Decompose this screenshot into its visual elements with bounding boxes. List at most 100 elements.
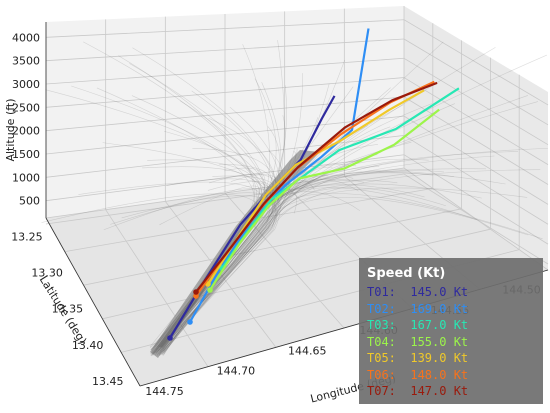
background-track [159,78,277,348]
trajectory-start-marker [187,319,193,325]
trajectory-start-marker [193,289,199,295]
right-wall-pane [404,6,548,270]
background-track [153,179,398,354]
y-tick-label: 13.40 [72,339,104,352]
y-tick-labels: 13.25 13.30 13.35 13.40 13.45 [11,230,123,387]
legend-entry-value: 167.0 Kt [410,318,469,332]
z-tick-label: 2500 [12,101,40,114]
legend-entry-id: T06: [367,367,396,382]
grid-line [403,135,549,225]
z-tick-label: 1500 [12,148,40,161]
y-tick-label: 13.30 [31,267,63,280]
legend-entry-id: T02: [367,301,396,316]
background-track [129,63,265,348]
z-tick-label: 500 [19,195,40,208]
legend-entries: T01: 145.0 Kt T02: 169.0 Kt T03: 167.0 Kt T… [367,284,533,400]
grid-line [403,154,549,245]
background-track [155,185,261,354]
background-track [160,126,280,347]
background-track [161,183,482,356]
legend-entry-value: 169.0 Kt [410,301,469,316]
grid-line [403,38,549,126]
background-track [157,148,278,352]
legend-entry-id: T03: [367,318,396,332]
legend-entry: T01: 145.0 Kt [367,284,533,301]
legend-entry: T06: 148.0 Kt [367,367,533,384]
background-track [152,179,365,354]
approach-corridor [150,150,320,358]
background-trajectories [41,40,548,358]
z-tick-label: 3000 [12,78,40,91]
legend-entry-id: T01: [367,285,396,299]
legend-entry: T05: 139.0 Kt [367,350,533,367]
background-track [156,155,495,348]
background-track [163,187,477,354]
y-tick-label: 13.25 [11,230,43,243]
background-track [156,193,298,354]
background-track [132,47,279,348]
background-track [152,85,287,356]
background-track [162,106,281,350]
background-track [158,173,280,357]
background-track [157,126,391,352]
legend-entry-value: 148.0 Kt [410,367,469,382]
legend-entry-value: 145.0 Kt [410,285,469,299]
z-tick-labels: 500 1000 1500 2000 2500 3000 3500 4000 [12,31,40,207]
series-layer [167,28,460,341]
trajectory-line [195,81,438,293]
legend-entry: T04: 155.0 Kt [367,334,533,351]
background-track [71,85,270,352]
legend-entry-id: T04: [367,334,396,349]
x-tick-label: 144.70 [217,365,256,378]
background-track [83,41,255,348]
legend-entry: T07: 147.0 Kt [367,383,533,400]
background-track [131,95,274,354]
background-track [160,154,378,349]
background-track [158,166,333,351]
legend-entry-value: 155.0 Kt [410,334,469,349]
background-track [161,187,446,355]
legend-entry-id: T07: [367,384,396,398]
background-track [150,87,391,357]
y-tick-label: 13.35 [52,303,84,316]
background-track [102,142,274,356]
background-track [45,89,276,348]
trajectory-line [209,108,440,291]
legend-title: Speed (Kt) [367,266,446,281]
background-track [151,171,433,351]
legend-entry-value: 147.0 Kt [410,384,469,398]
legend: Speed (Kt) T01: 145.0 Kt T02: 169.0 Kt T03… [359,258,543,404]
grid-line [403,57,549,146]
y-tick-label: 13.45 [92,375,124,388]
background-track [162,178,281,348]
background-track [150,103,455,355]
background-track [103,188,276,348]
background-track [154,187,528,356]
legend-entry: T03: 167.0 Kt [367,317,533,334]
background-track [110,192,270,354]
trajectory-start-marker [207,287,213,293]
background-track [162,40,285,350]
y-axis-line [45,217,141,387]
grid-line [403,19,549,106]
z-tick-label: 2000 [12,125,40,138]
grid-line [403,77,549,165]
background-track [155,169,541,350]
grid-line [403,96,549,185]
x-tick-label: 144.65 [288,344,327,357]
trajectory-start-marker [193,293,199,299]
z-tick-label: 3500 [12,55,40,68]
grid-line [403,115,549,205]
legend-entry-id: T05: [367,351,396,365]
legend-entry-value: 139.0 Kt [410,351,469,365]
background-track [159,196,529,348]
background-track [159,160,403,353]
background-track [161,158,429,348]
trajectory-start-marker [167,335,173,341]
grid-line [45,173,405,225]
background-track [160,193,543,353]
legend-entry: T02: 169.0 Kt [367,301,533,318]
z-tick-label: 1000 [12,171,40,184]
background-track [162,118,277,353]
grid-line [403,167,549,271]
